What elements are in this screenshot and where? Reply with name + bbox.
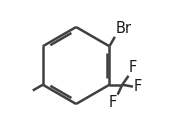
Text: F: F — [129, 60, 137, 75]
Text: Br: Br — [115, 21, 132, 36]
Text: F: F — [134, 79, 142, 94]
Text: F: F — [109, 95, 117, 110]
